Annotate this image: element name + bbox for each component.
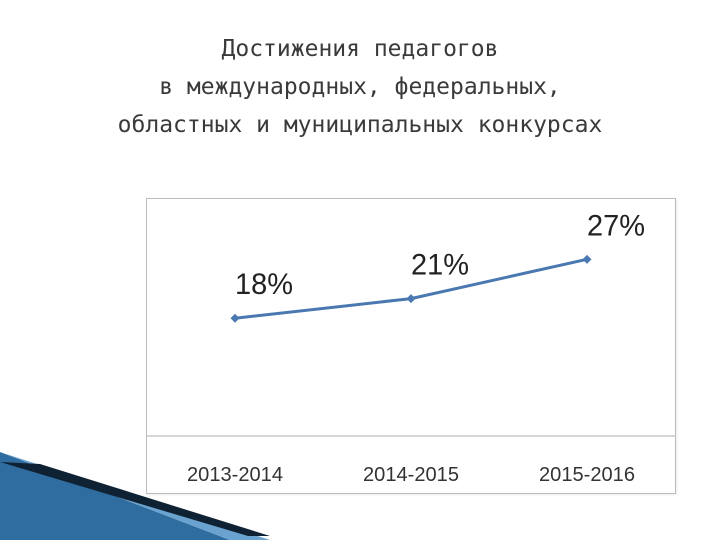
x-tick-label: 2014-2015 [363, 464, 459, 486]
data-label: 18% [235, 268, 293, 301]
chart-frame: 2013-2014 2014-2015 2015-2016 18% 21% 27% [146, 198, 676, 494]
data-label: 27% [587, 209, 645, 242]
data-point-marker [582, 254, 592, 264]
slide-title: Достижения педагогов в международных, фе… [0, 30, 720, 144]
line-chart: 2013-2014 2014-2015 2015-2016 18% 21% 27% [147, 209, 675, 486]
x-tick-label: 2013-2014 [187, 464, 283, 486]
data-point-marker [406, 294, 416, 304]
x-tick-label: 2015-2016 [539, 464, 635, 486]
data-point-marker [230, 313, 240, 323]
slide-title-line-2: в международных, федеральных, [159, 74, 561, 100]
data-label: 21% [411, 249, 469, 282]
slide-title-line-3: областных и муниципальных конкурсах [117, 112, 603, 138]
slide-title-line-1: Достижения педагогов [221, 36, 499, 62]
